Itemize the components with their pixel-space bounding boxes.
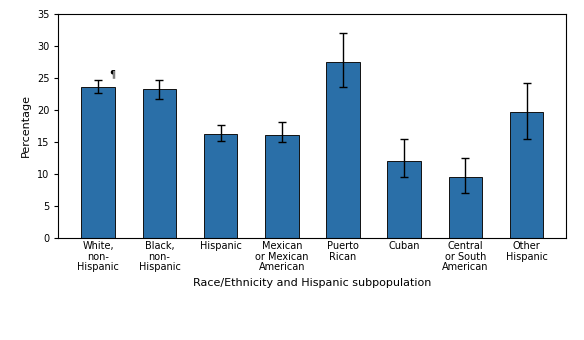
Bar — [142, 89, 176, 238]
Bar — [326, 62, 360, 238]
Bar — [265, 135, 298, 238]
Y-axis label: Percentage: Percentage — [22, 94, 32, 157]
Bar — [449, 177, 482, 238]
Bar — [387, 161, 421, 238]
X-axis label: Race/Ethnicity and Hispanic subpopulation: Race/Ethnicity and Hispanic subpopulatio… — [193, 278, 432, 288]
Bar — [510, 112, 543, 238]
Bar — [82, 87, 115, 238]
Text: ¶: ¶ — [109, 69, 116, 79]
Bar — [204, 134, 238, 238]
